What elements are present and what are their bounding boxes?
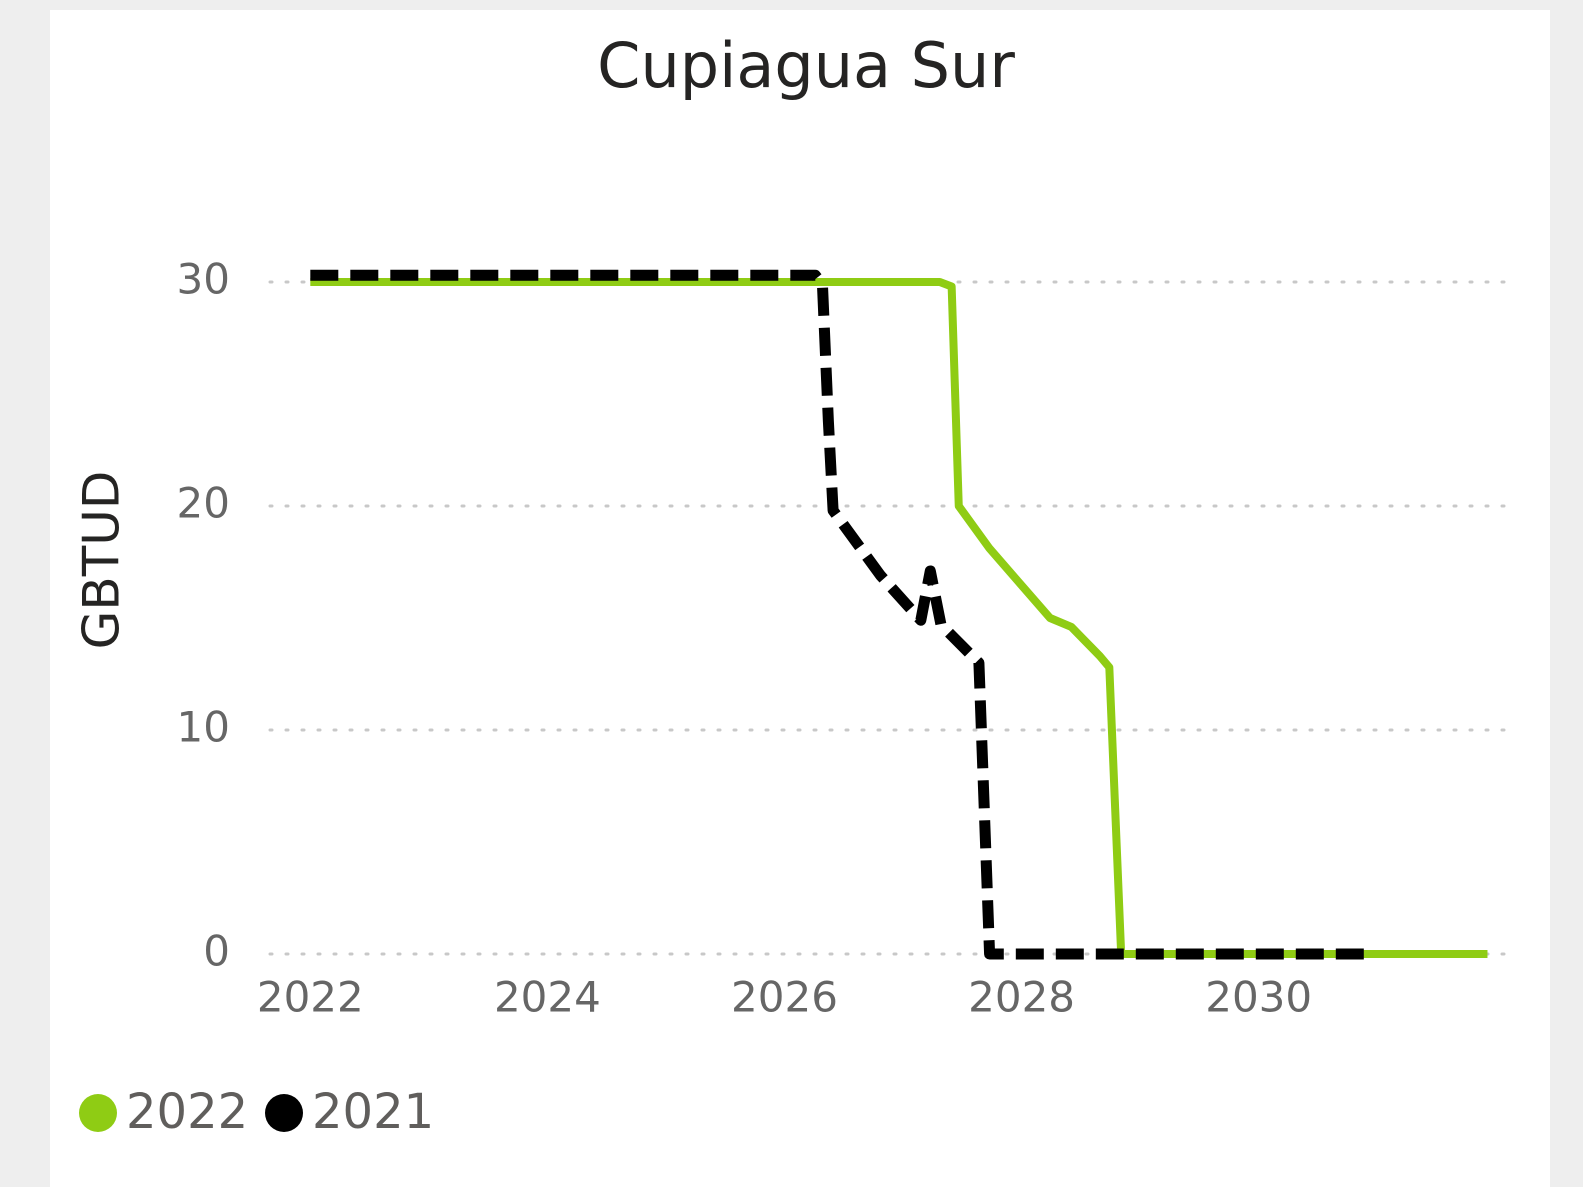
x-tick-label: 2028 bbox=[968, 973, 1075, 1022]
x-tick-label: 2024 bbox=[494, 973, 601, 1022]
line-series bbox=[310, 269, 1371, 960]
x-tick-label: 2026 bbox=[731, 973, 838, 1022]
card bbox=[50, 10, 1550, 1187]
chart-title: Cupiagua Sur bbox=[597, 29, 1015, 102]
x-tick-label: 2030 bbox=[1205, 973, 1312, 1022]
y-tick-label: 10 bbox=[177, 703, 230, 752]
y-tick-label: 20 bbox=[177, 479, 230, 528]
y-tick-label: 30 bbox=[177, 255, 230, 304]
line-series bbox=[310, 278, 1488, 958]
legend-marker bbox=[79, 1094, 117, 1132]
legend-label: 2022 bbox=[126, 1084, 248, 1140]
y-tick-label: 0 bbox=[203, 927, 230, 976]
y-axis-label: GBTUD bbox=[73, 471, 131, 650]
x-tick-label: 2022 bbox=[257, 973, 364, 1022]
legend-label: 2021 bbox=[312, 1084, 434, 1140]
legend-marker bbox=[265, 1094, 303, 1132]
